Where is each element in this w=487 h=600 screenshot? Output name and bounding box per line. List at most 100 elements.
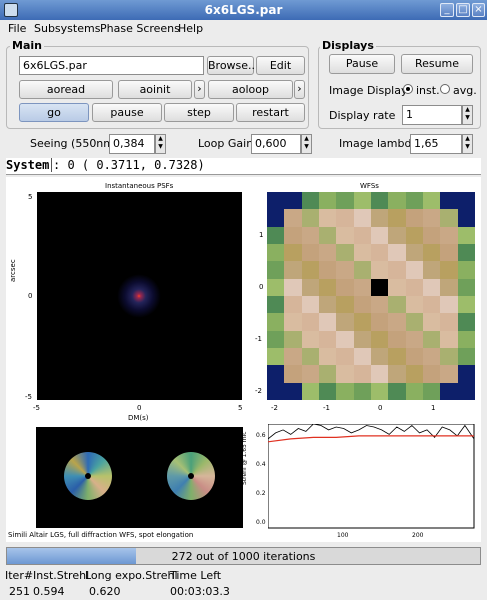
displays-group — [318, 46, 481, 129]
minimize-icon[interactable]: _ — [440, 3, 454, 17]
wfs-pixel — [267, 278, 285, 296]
image-lambda-label: Image lambda — [339, 137, 419, 150]
wfs-pixel — [457, 226, 475, 244]
wfs-pixel — [388, 226, 406, 244]
wfs-pixel — [405, 261, 423, 279]
wfs-pixel — [267, 192, 285, 210]
wfs-ytick: 0 — [259, 283, 264, 291]
psf-xtick: -5 — [33, 404, 40, 412]
wfs-pixel — [267, 226, 285, 244]
wfs-pixel — [301, 244, 319, 262]
edit-button[interactable]: Edit — [256, 56, 305, 75]
param-file-field[interactable]: 6x6LGS.par — [19, 56, 204, 75]
menu-file[interactable]: File — [8, 22, 27, 35]
wfs-pixel — [423, 382, 441, 400]
wfs-pixel — [301, 348, 319, 366]
wfs-pixel — [336, 313, 354, 331]
menu-bar: File Subsystems Phase Screens Help — [0, 20, 487, 38]
wfs-pixel — [388, 192, 406, 210]
wfs-pixel — [440, 209, 458, 227]
wfs-pixel — [267, 365, 285, 383]
inst-radio[interactable] — [403, 84, 413, 94]
wfs-pixel — [336, 192, 354, 210]
menu-help[interactable]: Help — [178, 22, 204, 35]
step-button[interactable]: step — [164, 103, 234, 122]
loop-gain-spinner[interactable]: ▲ ▼ — [301, 134, 312, 154]
wfs-title: WFSs — [360, 182, 379, 190]
dm-caption: Simili Altair LGS, full diffraction WFS,… — [8, 531, 194, 539]
wfs-pixel — [457, 313, 475, 331]
strehl-frame — [268, 424, 475, 529]
dm1-center — [85, 473, 91, 479]
wfs-pixel — [457, 244, 475, 262]
wfs-pixel — [353, 296, 371, 314]
psf-ylabel: arcsec — [9, 259, 17, 282]
wfs-pixel — [319, 330, 337, 348]
wfs-pixel — [457, 209, 475, 227]
wfs-pixel — [423, 365, 441, 383]
wfs-pixel — [423, 244, 441, 262]
wfs-pixel — [440, 330, 458, 348]
aoinit-button[interactable]: aoinit — [118, 80, 192, 99]
aoloop-options-icon[interactable]: › — [294, 80, 305, 99]
psf-ytick: 5 — [28, 193, 33, 201]
wfs-pixel — [371, 261, 389, 279]
wfs-pixel — [301, 330, 319, 348]
wfs-pixel — [423, 348, 441, 366]
pause-button[interactable]: pause — [92, 103, 162, 122]
strehl-ytick: 0.2 — [256, 490, 266, 497]
wfs-pixel — [423, 296, 441, 314]
browse-button[interactable]: Browse... — [207, 56, 259, 75]
wfs-pixel — [267, 261, 285, 279]
restart-button[interactable]: restart — [236, 103, 305, 122]
wfs-pixel — [336, 226, 354, 244]
loop-gain-field[interactable]: 0,600 — [251, 134, 301, 154]
go-button[interactable]: go — [19, 103, 89, 122]
close-icon[interactable]: × — [472, 3, 485, 17]
wfs-pixel — [405, 209, 423, 227]
system-label: System — [6, 158, 53, 172]
display-pause-button[interactable]: Pause — [329, 54, 395, 74]
system-bar: System : 0 ( 0.3711, 0.7328) — [6, 158, 481, 175]
iter-header: Iter# — [5, 569, 34, 582]
aoloop-button[interactable]: aoloop — [208, 80, 293, 99]
wfs-pixel — [284, 192, 302, 210]
wfs-pixel — [371, 226, 389, 244]
wfs-pixel — [284, 244, 302, 262]
wfs-pixel — [336, 382, 354, 400]
wfs-pixel — [267, 313, 285, 331]
display-rate-field[interactable]: 1 — [402, 105, 462, 125]
progress-fill — [7, 548, 136, 564]
psf-xtick: 0 — [137, 404, 142, 412]
wfs-pixel — [267, 330, 285, 348]
psf-ytick: 0 — [28, 292, 33, 300]
menu-subsystems[interactable]: Subsystems — [34, 22, 101, 35]
wfs-pixel — [440, 382, 458, 400]
maximize-icon[interactable]: □ — [456, 3, 470, 17]
display-rate-spinner[interactable]: ▲ ▼ — [462, 105, 473, 125]
menu-phase-screens[interactable]: Phase Screens — [100, 22, 180, 35]
wfs-pixel — [388, 209, 406, 227]
wfs-pixel — [405, 313, 423, 331]
seeing-field[interactable]: 0,384 — [109, 134, 155, 154]
image-lambda-field[interactable]: 1,65 — [410, 134, 462, 154]
wfs-pixel — [457, 330, 475, 348]
display-resume-button[interactable]: Resume — [401, 54, 473, 74]
avg-radio[interactable] — [440, 84, 450, 94]
seeing-spinner[interactable]: ▲ ▼ — [155, 134, 166, 154]
seeing-label: Seeing (550nm) — [30, 137, 119, 150]
wfs-pixel — [440, 365, 458, 383]
psf-xlabel: DM(s) — [128, 414, 149, 422]
wfs-pixel — [457, 365, 475, 383]
aoread-button[interactable]: aoread — [19, 80, 113, 99]
wfs-pixel — [319, 348, 337, 366]
image-lambda-spinner[interactable]: ▲ ▼ — [462, 134, 473, 154]
time-left-header: Time Left — [170, 569, 222, 582]
wfs-pixel — [440, 278, 458, 296]
wfs-pixel — [388, 296, 406, 314]
display-rate-label: Display rate — [329, 109, 396, 122]
wfs-pixel — [371, 244, 389, 262]
wfs-pixel — [301, 365, 319, 383]
wfs-pixel — [405, 244, 423, 262]
aoinit-options-icon[interactable]: › — [194, 80, 205, 99]
